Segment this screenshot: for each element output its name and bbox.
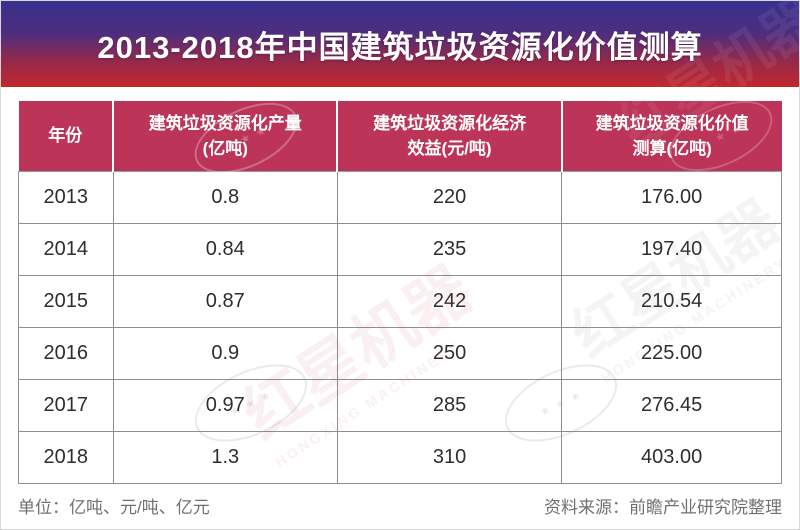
page-title: 2013-2018年中国建筑垃圾资源化价值测算 bbox=[97, 29, 703, 65]
table-cell: 2016 bbox=[18, 326, 114, 380]
table-header-cell: 建筑垃圾资源化经济 效益(元/吨) bbox=[336, 101, 563, 172]
table-row: 2017 0.97 285 276.45 bbox=[18, 378, 782, 432]
table-header-row: 年份 建筑垃圾资源化产量 (亿吨) 建筑垃圾资源化经济 效益(元/吨) 建筑垃圾资源化… bbox=[18, 101, 782, 172]
value-table: 年份 建筑垃圾资源化产量 (亿吨) 建筑垃圾资源化经济 效益(元/吨) 建筑垃圾资源化… bbox=[18, 101, 782, 484]
table-row: 2014 0.84 235 197.40 bbox=[18, 222, 782, 276]
table-cell: 0.8 bbox=[112, 170, 338, 224]
table-cell: 2013 bbox=[18, 170, 114, 224]
table-header-cell: 年份 bbox=[18, 101, 115, 172]
table-row: 2015 0.87 242 210.54 bbox=[18, 274, 782, 328]
table-cell: 285 bbox=[336, 378, 563, 432]
table-header-cell: 建筑垃圾资源化产量 (亿吨) bbox=[112, 101, 339, 172]
table-row: 2013 0.8 220 176.00 bbox=[18, 170, 782, 224]
table-row: 2016 0.9 250 225.00 bbox=[18, 326, 782, 380]
table-row: 2018 1.3 310 403.00 bbox=[18, 430, 782, 484]
unit-note: 单位：亿吨、元/吨、亿元 bbox=[18, 497, 210, 517]
table-body: 2013 0.8 220 176.00 2014 0.84 235 197.40 2015 0.8… bbox=[18, 170, 782, 484]
table-cell: 2017 bbox=[18, 378, 114, 432]
table-cell: 0.97 bbox=[112, 378, 338, 432]
table-cell: 2014 bbox=[18, 222, 114, 276]
table-cell: 0.9 bbox=[112, 326, 338, 380]
table-cell: 1.3 bbox=[112, 430, 338, 484]
table-cell: 2015 bbox=[18, 274, 114, 328]
data-source: 资料来源：前瞻产业研究院整理 bbox=[544, 497, 782, 517]
table-cell: 250 bbox=[336, 326, 563, 380]
table-container: 年份 建筑垃圾资源化产量 (亿吨) 建筑垃圾资源化经济 效益(元/吨) 建筑垃圾资源化… bbox=[18, 101, 782, 484]
table-cell: 225.00 bbox=[561, 326, 782, 380]
footer: 单位：亿吨、元/吨、亿元 资料来源：前瞻产业研究院整理 bbox=[18, 493, 782, 518]
table-cell: 0.87 bbox=[112, 274, 338, 328]
table-header-cell: 建筑垃圾资源化价值 测算(亿吨) bbox=[560, 101, 782, 172]
table-cell: 403.00 bbox=[561, 430, 782, 484]
table-cell: 235 bbox=[336, 222, 563, 276]
table-cell: 220 bbox=[336, 170, 563, 224]
table-cell: 210.54 bbox=[561, 274, 782, 328]
table-cell: 276.45 bbox=[561, 378, 782, 432]
table-cell: 0.84 bbox=[112, 222, 338, 276]
table-cell: 2018 bbox=[18, 430, 114, 484]
table-cell: 197.40 bbox=[561, 222, 782, 276]
table-cell: 310 bbox=[336, 430, 563, 484]
table-header: 年份 建筑垃圾资源化产量 (亿吨) 建筑垃圾资源化经济 效益(元/吨) 建筑垃圾资源化… bbox=[18, 101, 782, 172]
title-banner: 2013-2018年中国建筑垃圾资源化价值测算 红星机器 bbox=[1, 1, 799, 160]
table-cell: 242 bbox=[336, 274, 563, 328]
table-cell: 176.00 bbox=[561, 170, 782, 224]
